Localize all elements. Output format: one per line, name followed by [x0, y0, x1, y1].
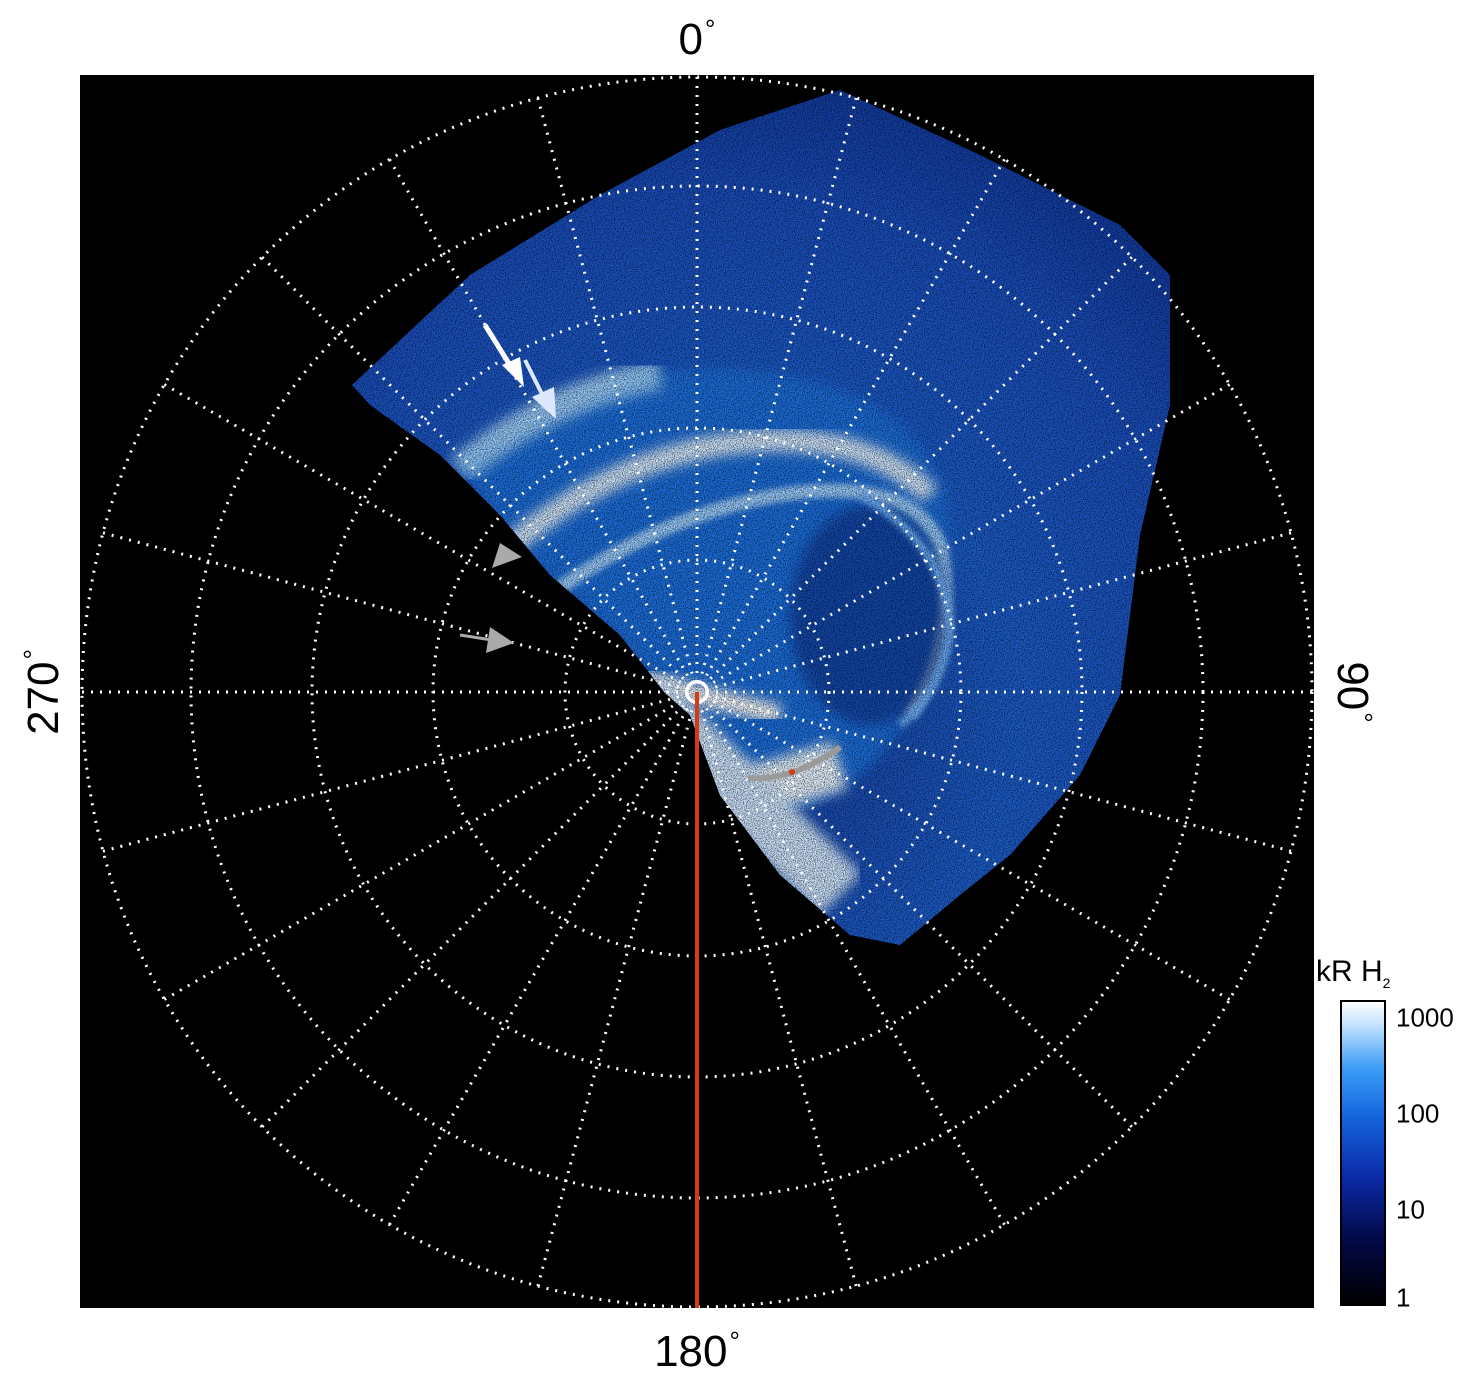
- grid-spoke: [703, 256, 1133, 686]
- grid-spoke: [102, 531, 688, 691]
- grid-spoke: [536, 701, 696, 1287]
- grid-spoke: [261, 256, 691, 686]
- grid-spoke: [698, 701, 858, 1287]
- colorbar-tick-1000: 1000: [1396, 1002, 1454, 1033]
- grid-overlay: [80, 75, 1314, 1308]
- polar-aurora-image: [80, 75, 1314, 1308]
- colorbar-tick-100: 100: [1396, 1098, 1440, 1129]
- track-marker: [789, 769, 795, 775]
- longitude-label-180: 180°: [654, 1326, 740, 1376]
- longitude-label-0: 0°: [678, 14, 716, 64]
- grid-spoke: [704, 695, 1231, 1001]
- spacecraft-track: [747, 744, 842, 782]
- colorbar-tick-1: 1: [1396, 1282, 1411, 1313]
- polar-projection-svg: [80, 75, 1314, 1308]
- arrow-white-1: [482, 323, 524, 387]
- arrow-gray-2: [459, 627, 514, 653]
- grid-spoke: [388, 699, 694, 1226]
- colorbar-tick-10: 10: [1396, 1194, 1425, 1225]
- grid-spoke: [703, 698, 1133, 1128]
- longitude-label-90: 90°: [1328, 661, 1378, 723]
- colorbar: [1340, 1000, 1386, 1306]
- arrow-gray-1: [492, 543, 522, 568]
- grid-spoke: [536, 97, 696, 683]
- grid-spoke: [102, 693, 688, 853]
- grid-spoke: [388, 158, 694, 685]
- grid-spoke: [700, 699, 1006, 1226]
- longitude-label-270: 270°: [18, 649, 68, 735]
- grid-spoke: [163, 695, 690, 1001]
- grid-spoke: [706, 531, 1292, 691]
- grid-spoke: [700, 158, 1006, 685]
- colorbar-title: kR H2: [1316, 955, 1391, 991]
- grid-spoke: [261, 698, 691, 1128]
- grid-spoke: [706, 693, 1292, 853]
- grid-spoke: [704, 383, 1231, 689]
- grid-spoke: [163, 383, 690, 689]
- arrow-white-2: [523, 359, 556, 419]
- grid-spoke: [698, 97, 858, 683]
